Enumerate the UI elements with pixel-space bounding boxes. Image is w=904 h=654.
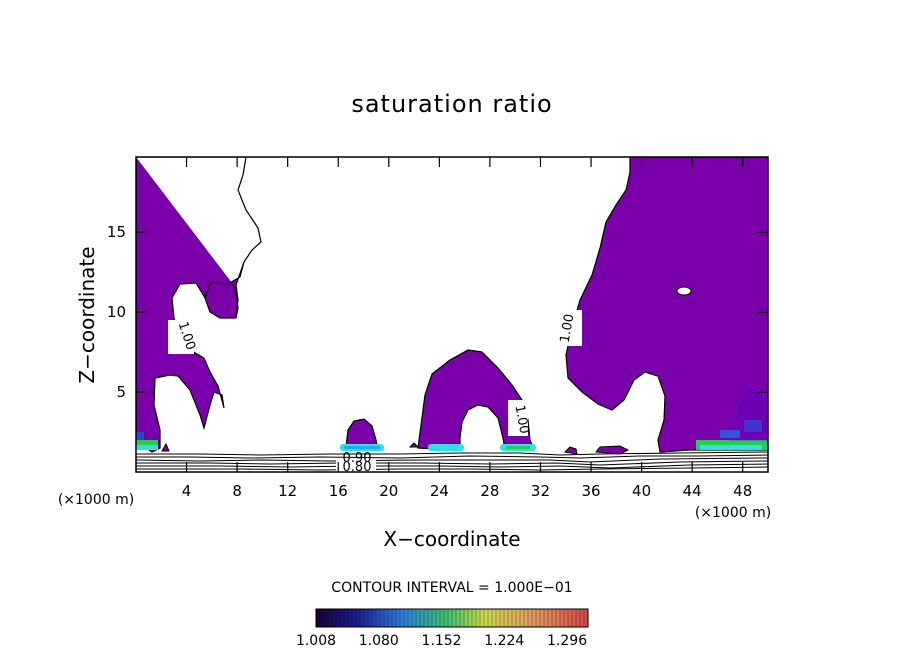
surface-contour-lines xyxy=(136,451,768,471)
supersaturated-region-right xyxy=(565,157,768,453)
y-axis: 5 10 15 xyxy=(107,223,768,401)
contour-interval-label: CONTOUR INTERVAL = 1.000E−01 xyxy=(331,580,572,596)
y-axis-label: Z−coordinate xyxy=(75,246,99,383)
high-saturation-bands xyxy=(136,384,768,451)
speck-4 xyxy=(161,442,170,452)
x-axis: 4 8 12 16 20 24 28 32 36 40 44 48 xyxy=(182,157,752,500)
plot-area xyxy=(136,157,768,471)
x-unit-label-left: (×1000 m) xyxy=(58,492,134,508)
x-tick-label: 44 xyxy=(683,482,702,500)
colorbar-tick-label: 1.296 xyxy=(547,633,587,649)
contour-label: 0.90 xyxy=(343,451,372,466)
colorbar-stripes xyxy=(315,609,589,627)
x-tick-label: 40 xyxy=(632,482,651,500)
speck-3 xyxy=(408,442,420,448)
supersaturated-region-left xyxy=(136,157,262,453)
y-tick-label: 10 xyxy=(107,303,126,321)
speck-2 xyxy=(595,445,630,455)
colorbar: 1.008 1.080 1.152 1.224 1.296 xyxy=(296,608,589,649)
x-tick-label: 48 xyxy=(733,482,752,500)
colorbar-tick-label: 1.080 xyxy=(359,633,399,649)
x-axis-label: X−coordinate xyxy=(383,527,520,551)
colorbar-tick-label: 1.008 xyxy=(296,633,336,649)
colorbar-tick-label: 1.152 xyxy=(421,633,461,649)
y-tick-label: 15 xyxy=(107,223,126,241)
x-tick-label: 28 xyxy=(480,482,499,500)
chart-title: saturation ratio xyxy=(351,90,552,118)
y-tick-label: 5 xyxy=(116,383,126,401)
colorbar-labels: 1.008 1.080 1.152 1.224 1.296 xyxy=(296,633,587,649)
x-unit-label-right: (×1000 m) xyxy=(695,505,771,521)
contour-labels: 1.00 1.00 1.00 0.80 0.90 xyxy=(168,310,582,475)
x-tick-label: 20 xyxy=(379,482,398,500)
x-tick-label: 36 xyxy=(581,482,600,500)
colorbar-tick-label: 1.224 xyxy=(484,633,524,649)
contour-label: 1.00 xyxy=(512,404,532,435)
x-tick-label: 12 xyxy=(278,482,297,500)
plot-frame xyxy=(135,156,769,473)
unsaturated-hole xyxy=(676,286,692,296)
speck-1 xyxy=(563,446,578,455)
x-tick-label: 32 xyxy=(531,482,550,500)
x-tick-label: 16 xyxy=(329,482,348,500)
x-tick-label: 24 xyxy=(430,482,449,500)
x-tick-label: 4 xyxy=(182,482,192,500)
x-tick-label: 8 xyxy=(232,482,242,500)
contour-label: 1.00 xyxy=(558,313,578,344)
